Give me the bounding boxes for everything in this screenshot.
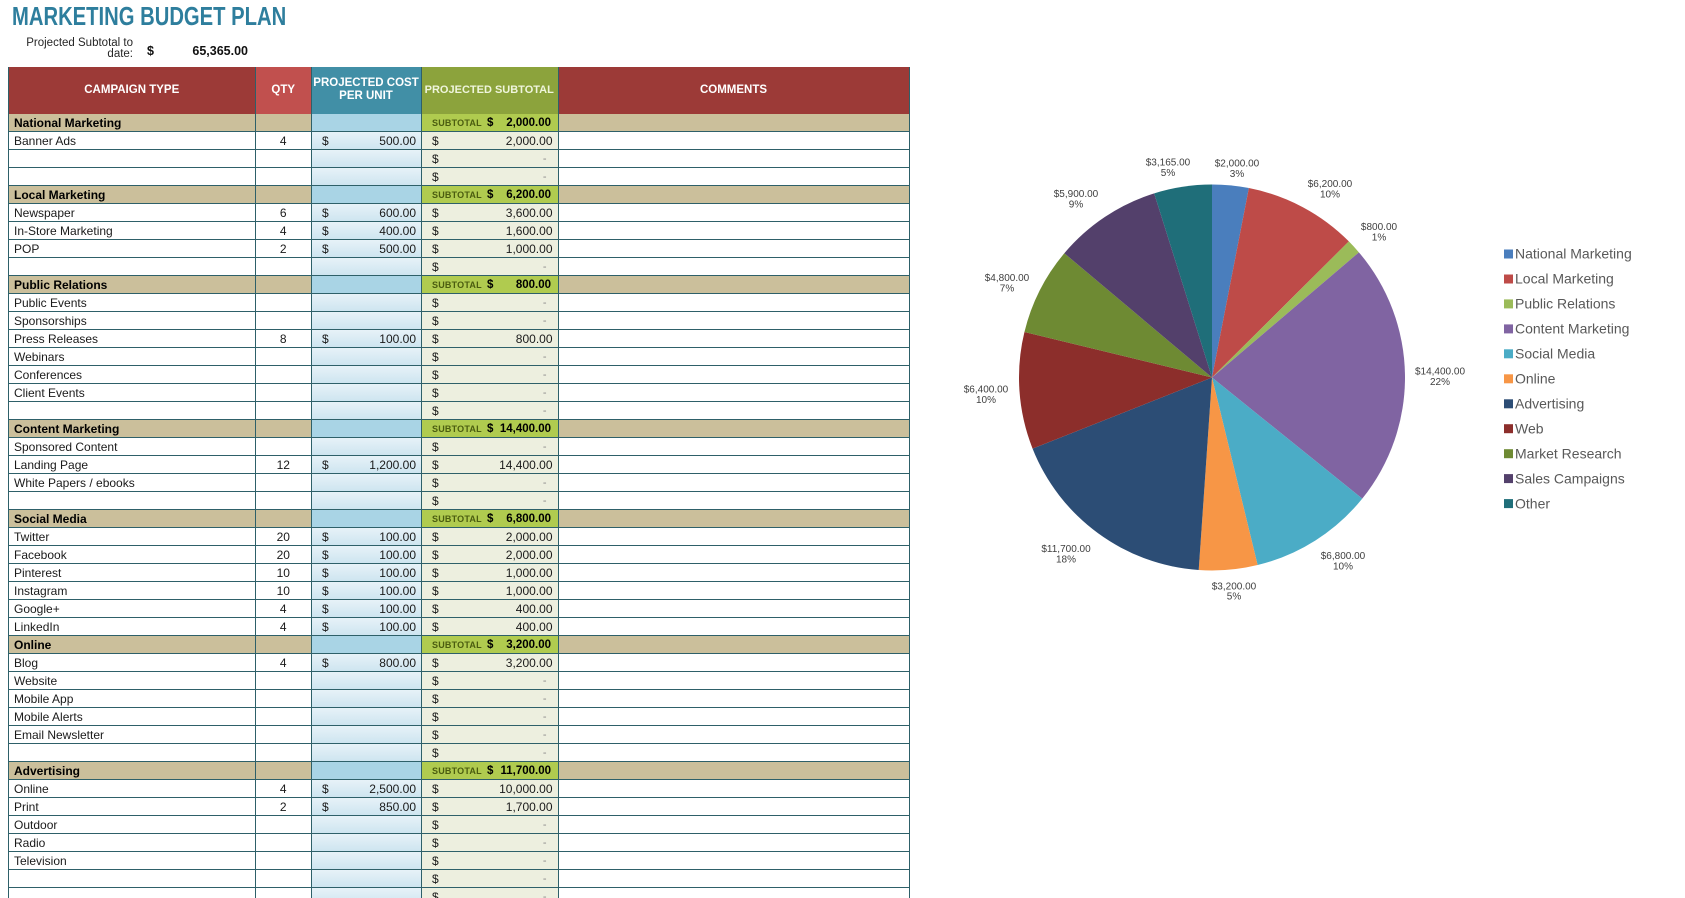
svg-text:10%: 10% <box>1320 190 1340 201</box>
svg-text:Social Media: Social Media <box>1515 346 1595 362</box>
svg-text:$11,700.00: $11,700.00 <box>1041 544 1091 555</box>
svg-text:9%: 9% <box>1069 200 1084 211</box>
svg-text:3%: 3% <box>1230 169 1245 180</box>
svg-text:10%: 10% <box>1333 562 1353 573</box>
svg-text:7%: 7% <box>1000 284 1015 295</box>
svg-text:National Marketing: National Marketing <box>1515 246 1632 262</box>
svg-text:Online: Online <box>1515 371 1556 387</box>
svg-text:Sales Campaigns: Sales Campaigns <box>1515 470 1625 486</box>
svg-text:10%: 10% <box>976 395 996 406</box>
svg-text:$6,800.00: $6,800.00 <box>1321 551 1366 562</box>
svg-text:$4,800.00: $4,800.00 <box>985 273 1030 284</box>
svg-text:22%: 22% <box>1430 377 1450 388</box>
svg-text:$6,200.00: $6,200.00 <box>1308 179 1353 190</box>
svg-text:$14,400.00: $14,400.00 <box>1415 367 1465 378</box>
svg-text:Advertising: Advertising <box>1515 396 1584 412</box>
svg-text:5%: 5% <box>1227 592 1242 603</box>
svg-text:18%: 18% <box>1056 555 1076 566</box>
svg-text:5%: 5% <box>1161 168 1176 179</box>
svg-text:Market Research: Market Research <box>1515 445 1622 461</box>
svg-text:Content Marketing: Content Marketing <box>1515 321 1629 337</box>
svg-text:Local Marketing: Local Marketing <box>1515 271 1614 287</box>
svg-text:Public Relations: Public Relations <box>1515 296 1615 312</box>
svg-text:$6,400.00: $6,400.00 <box>964 385 1009 396</box>
svg-text:$5,900.00: $5,900.00 <box>1054 189 1099 200</box>
svg-text:1%: 1% <box>1372 233 1387 244</box>
svg-text:$3,165.00: $3,165.00 <box>1146 158 1191 169</box>
svg-text:$2,000.00: $2,000.00 <box>1215 159 1260 170</box>
svg-text:Other: Other <box>1515 495 1550 511</box>
svg-text:$3,200.00: $3,200.00 <box>1212 582 1257 593</box>
svg-text:$800.00: $800.00 <box>1361 222 1398 233</box>
svg-text:Web: Web <box>1515 420 1544 436</box>
